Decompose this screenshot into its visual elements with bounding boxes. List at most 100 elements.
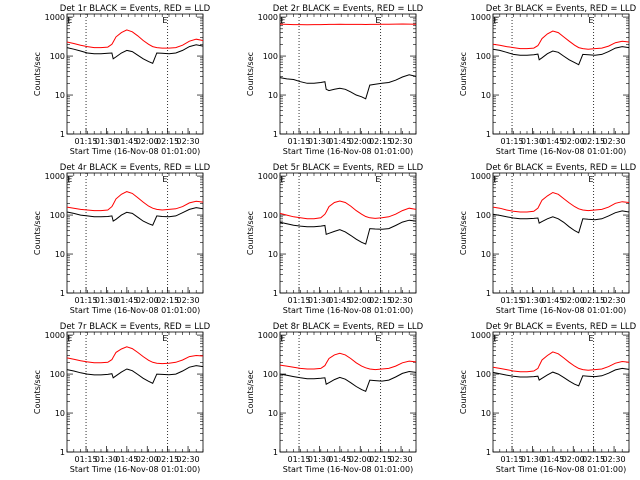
x-tick-label: 02:30 [177, 455, 200, 464]
y-tick-label: 10 [55, 250, 65, 259]
x-tick-label: 01:30 [521, 137, 544, 146]
event-marker-label: E [493, 334, 498, 343]
x-tick-label: 01:15 [501, 455, 524, 464]
panel-title: Det 8r BLACK = Events, RED = LLD [273, 322, 424, 332]
y-tick-label: 1000 [258, 13, 278, 22]
panel-title: Det 5r BLACK = Events, RED = LLD [273, 163, 424, 173]
y-tick-label: 1000 [45, 13, 65, 22]
y-tick-label: 1 [273, 130, 278, 139]
x-tick-label: 01:30 [521, 455, 544, 464]
y-axis-label: Counts/sec [33, 52, 42, 96]
panel-det-9: Det 9r BLACK = Events, RED = LLD 1 10 100 10… [459, 322, 637, 474]
panel-title: Det 2r BLACK = Events, RED = LLD [273, 4, 424, 14]
panel-title: Det 7r BLACK = Events, RED = LLD [60, 322, 211, 332]
series-line-events [279, 370, 417, 392]
y-tick-label: 1000 [471, 13, 491, 22]
panel-title: Det 9r BLACK = Events, RED = LLD [486, 322, 637, 332]
y-tick-label: 100 [476, 52, 491, 61]
x-tick-label: 02:15 [582, 455, 605, 464]
x-axis-label: Start Time (16-Nov-08 01:01:00) [496, 465, 626, 474]
y-tick-label: 10 [55, 91, 65, 100]
x-tick-label: 02:15 [582, 296, 605, 305]
x-tick-label: 01:15 [288, 296, 311, 305]
panel-det-4: Det 4r BLACK = Events, RED = LLD 1 10 100 10… [33, 163, 211, 315]
x-tick-label: 01:15 [75, 296, 98, 305]
x-tick-label: 02:00 [349, 455, 372, 464]
x-tick-label: 01:45 [541, 296, 564, 305]
x-axis-label: Start Time (16-Nov-08 01:01:00) [496, 306, 626, 315]
panel-title: Det 3r BLACK = Events, RED = LLD [486, 4, 637, 14]
series-line-lld [492, 351, 630, 373]
panel-det-2: Det 2r BLACK = Events, RED = LLD 1 10 100 10… [246, 4, 424, 156]
y-tick-label: 1000 [471, 172, 491, 181]
x-tick-label: 01:15 [75, 455, 98, 464]
y-tick-label: 1000 [258, 172, 278, 181]
x-tick-label: 02:30 [603, 296, 626, 305]
x-tick-label: 02:00 [562, 296, 585, 305]
series-line-events [279, 74, 417, 100]
event-marker-label: E [162, 334, 167, 343]
x-tick-label: 01:45 [115, 296, 138, 305]
y-tick-label: 1 [486, 289, 491, 298]
x-tick-label: 01:45 [328, 455, 351, 464]
y-tick-label: 100 [50, 211, 65, 220]
y-tick-label: 1 [273, 448, 278, 457]
x-tick-label: 02:30 [390, 455, 413, 464]
panel-det-1: Det 1r BLACK = Events, RED = LLD 1 10 100 10… [33, 4, 211, 156]
x-tick-label: 02:00 [136, 296, 159, 305]
x-tick-label: 02:15 [369, 296, 392, 305]
y-tick-label: 10 [55, 409, 65, 418]
x-tick-label: 01:30 [95, 455, 118, 464]
event-marker-label: E [375, 175, 380, 184]
panel-det-6: Det 6r BLACK = Events, RED = LLD 1 10 100 10… [459, 163, 637, 315]
series-line-lld [279, 200, 417, 220]
y-axis-label: Counts/sec [459, 370, 468, 414]
y-tick-label: 1 [60, 448, 65, 457]
x-tick-label: 01:15 [288, 455, 311, 464]
x-tick-label: 01:30 [95, 296, 118, 305]
series-line-lld [279, 352, 417, 371]
x-tick-label: 02:00 [349, 137, 372, 146]
event-marker-label: E [280, 175, 285, 184]
series-line-lld [492, 30, 630, 50]
x-tick-label: 02:15 [582, 137, 605, 146]
x-axis-label: Start Time (16-Nov-08 01:01:00) [283, 465, 413, 474]
series-line-lld [66, 346, 204, 365]
y-axis-label: Counts/sec [459, 211, 468, 255]
x-axis-label: Start Time (16-Nov-08 01:01:00) [496, 147, 626, 156]
panel-title: Det 4r BLACK = Events, RED = LLD [60, 163, 211, 173]
y-axis-label: Counts/sec [246, 211, 255, 255]
y-tick-label: 10 [268, 250, 278, 259]
y-tick-label: 1000 [471, 331, 491, 340]
panel-title: Det 6r BLACK = Events, RED = LLD [486, 163, 637, 173]
x-tick-label: 01:45 [541, 455, 564, 464]
y-tick-label: 10 [268, 91, 278, 100]
x-axis-label: Start Time (16-Nov-08 01:01:00) [70, 147, 200, 156]
event-marker-label: E [588, 334, 593, 343]
y-tick-label: 10 [481, 409, 491, 418]
y-tick-label: 1000 [45, 331, 65, 340]
panel-det-5: Det 5r BLACK = Events, RED = LLD 1 10 100 10… [246, 163, 424, 315]
y-tick-label: 100 [476, 211, 491, 220]
x-tick-label: 02:15 [156, 137, 179, 146]
y-axis-label: Counts/sec [246, 370, 255, 414]
x-tick-label: 01:15 [75, 137, 98, 146]
x-tick-label: 02:15 [369, 137, 392, 146]
y-tick-label: 1 [486, 130, 491, 139]
x-tick-label: 02:30 [177, 137, 200, 146]
x-tick-label: 01:30 [521, 296, 544, 305]
series-line-events [492, 46, 630, 66]
y-axis-label: Counts/sec [33, 370, 42, 414]
event-marker-label: E [280, 16, 285, 25]
x-tick-label: 01:15 [501, 296, 524, 305]
x-tick-label: 02:30 [603, 455, 626, 464]
x-tick-label: 02:00 [562, 137, 585, 146]
x-tick-label: 02:00 [562, 455, 585, 464]
y-tick-label: 1000 [258, 331, 278, 340]
x-tick-label: 02:30 [603, 137, 626, 146]
x-tick-label: 02:30 [390, 137, 413, 146]
series-line-events [492, 367, 630, 387]
x-axis-label: Start Time (16-Nov-08 01:01:00) [283, 306, 413, 315]
y-tick-label: 100 [263, 211, 278, 220]
